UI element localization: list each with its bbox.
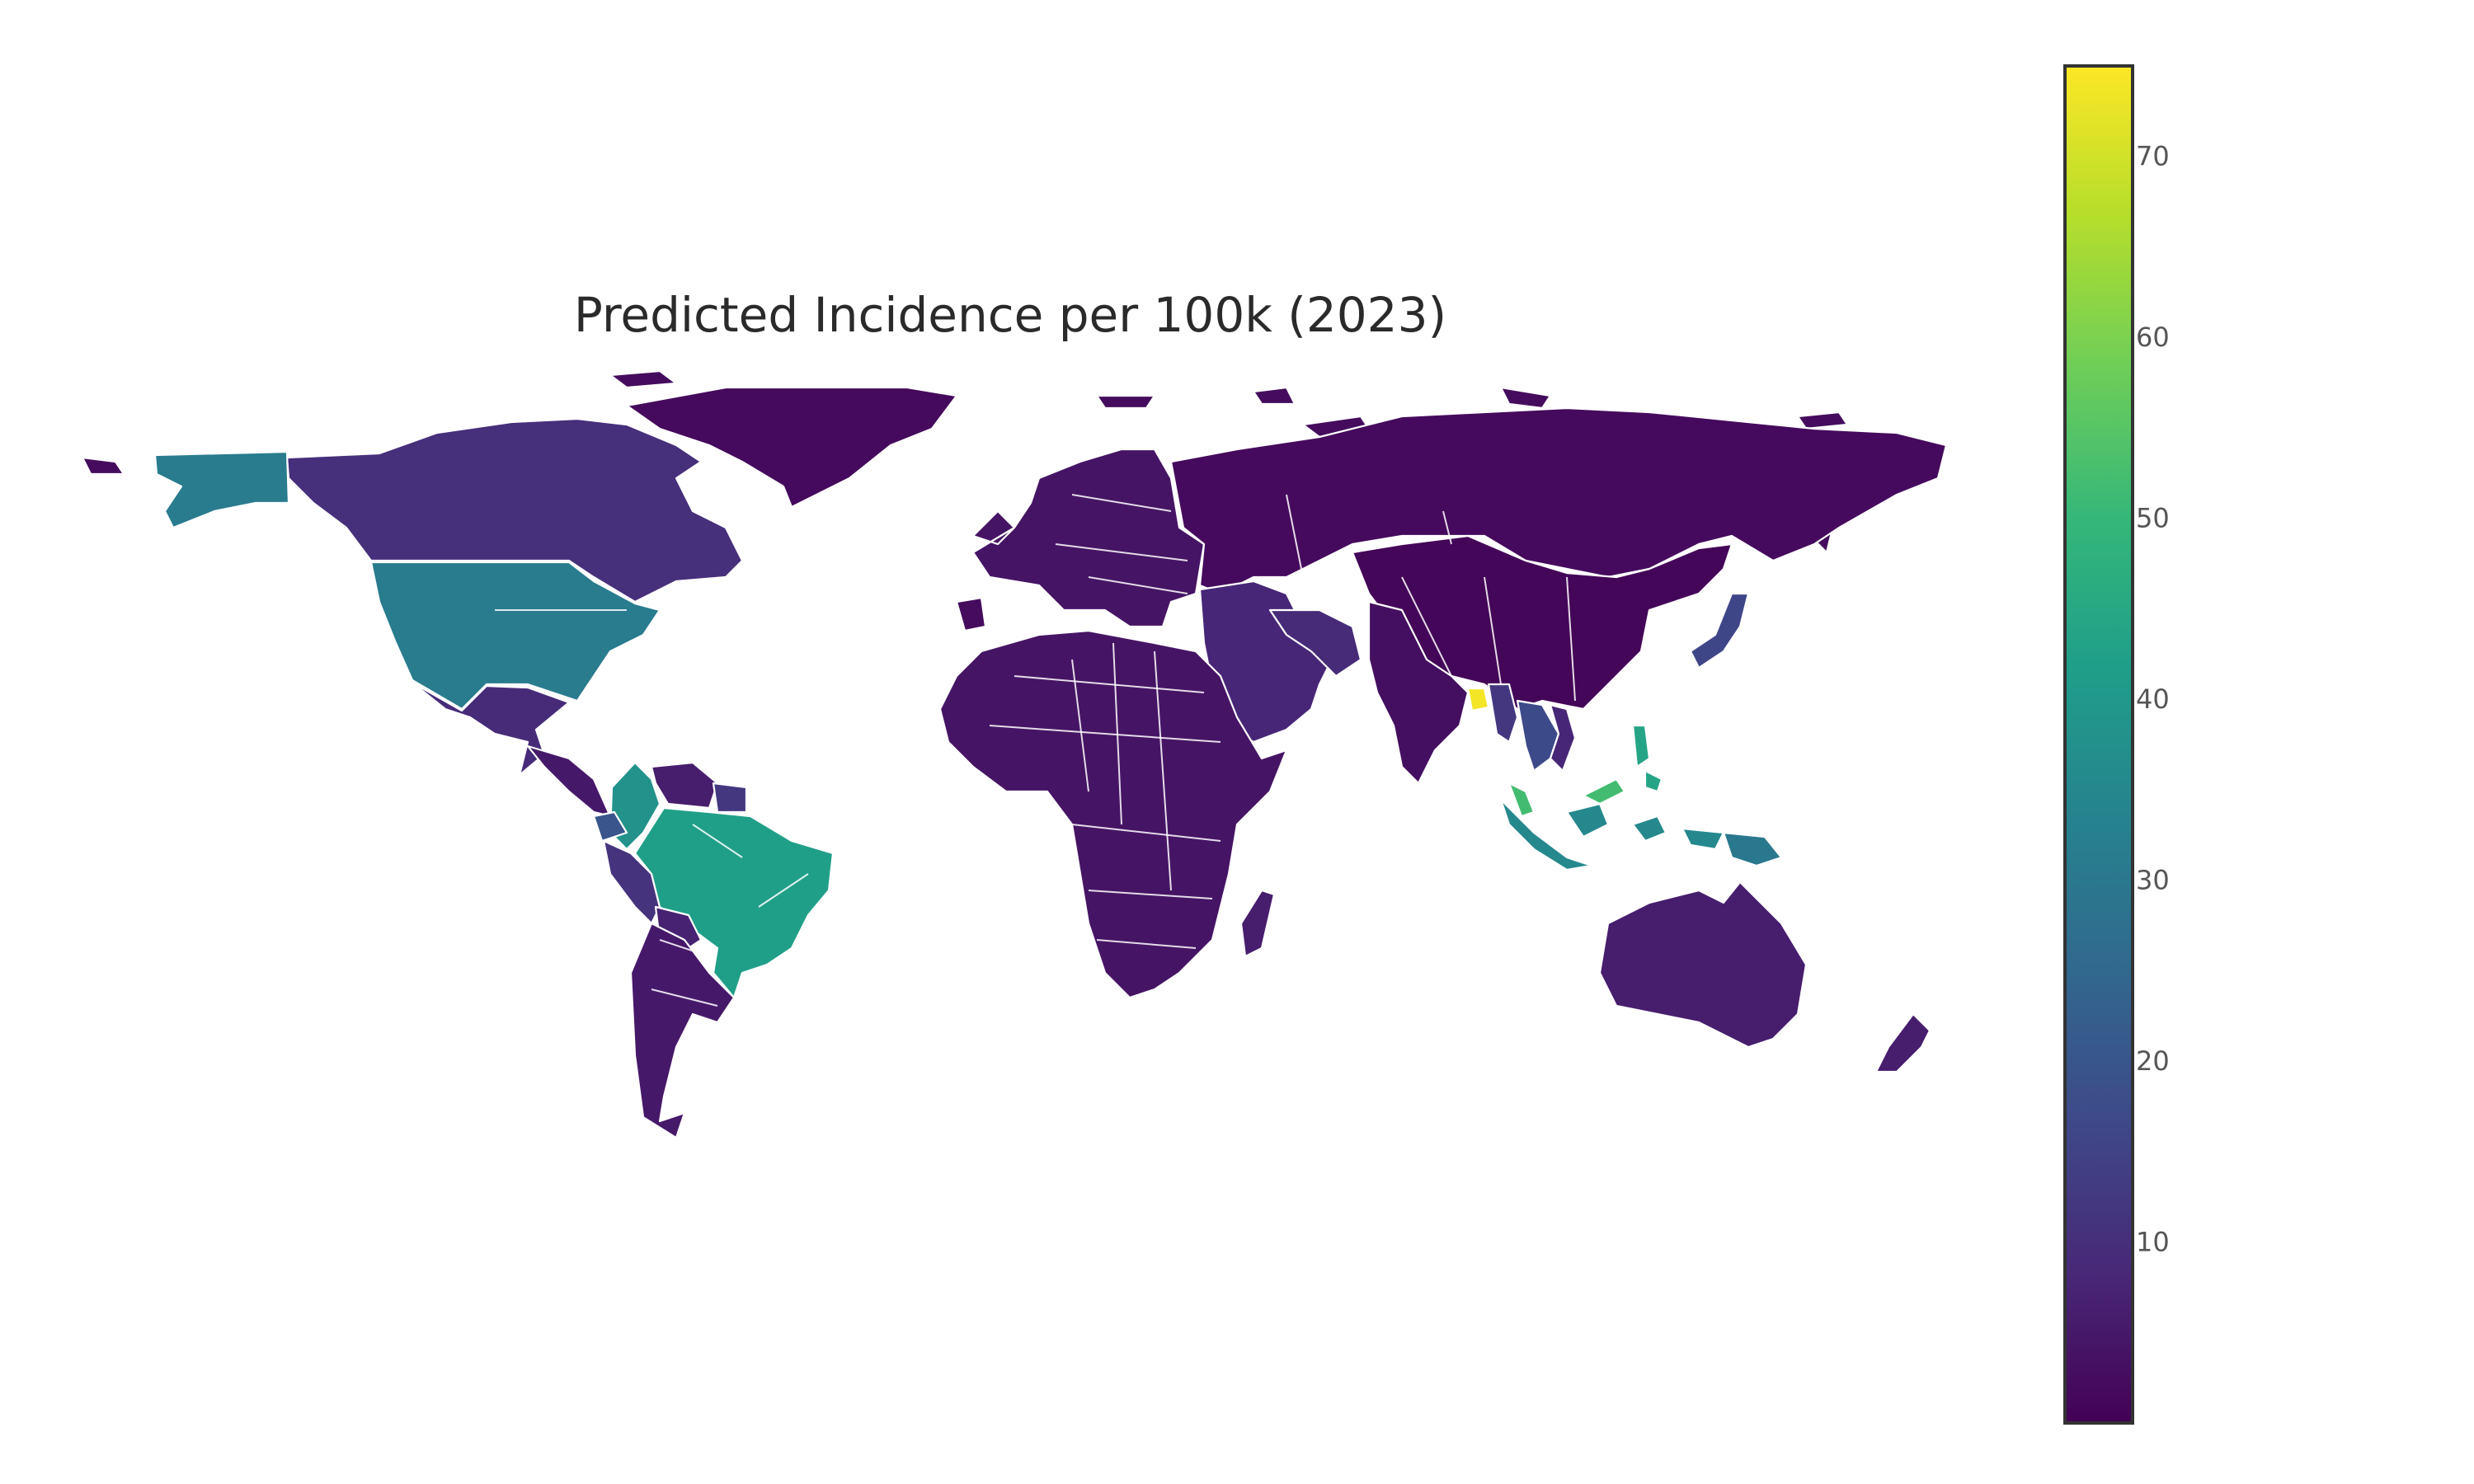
country-border-8 [1071, 494, 1172, 512]
country-border-12 [1484, 576, 1502, 685]
region-bangladesh [1466, 687, 1490, 712]
island-shape-9 [1796, 411, 1849, 430]
country-border-15 [1442, 510, 1452, 545]
region-myanmar [1487, 683, 1519, 744]
colorbar-tick-label: 10 [2136, 1227, 2170, 1258]
region-guianas [712, 782, 748, 814]
colorbar-tick-label: 20 [2136, 1045, 2170, 1077]
region-alaska-united-states [153, 450, 661, 711]
island-shape-8 [1499, 386, 1552, 410]
region-new-zealand [1874, 1012, 1931, 1073]
island-shape-4 [955, 596, 987, 632]
region-ecuador [592, 810, 628, 843]
world-map [81, 369, 1948, 1139]
island-shape-5 [1095, 394, 1156, 410]
country-border-1 [1112, 642, 1122, 825]
country-border-6 [1088, 890, 1213, 899]
land-group [81, 369, 1948, 1139]
colorbar-tick-label: 40 [2136, 683, 2170, 715]
region-venezuela [650, 761, 719, 810]
region-russia [1169, 406, 1948, 595]
island-shape-6 [1252, 386, 1296, 406]
colorbar-ticks: 10 20 30 40 50 60 70 [2136, 141, 2170, 1258]
region-brazil [633, 806, 835, 999]
region-iran [1268, 608, 1362, 678]
region-peru [602, 839, 661, 925]
colorbar-tick-label: 50 [2136, 503, 2170, 534]
region-indonesia [1499, 798, 1725, 871]
region-africa [938, 629, 1288, 999]
country-border-11 [1401, 576, 1452, 677]
chart-title: Predicted Incidence per 100k (2023) [573, 287, 1447, 343]
country-border-16 [659, 939, 710, 957]
region-australia [1598, 881, 1808, 1049]
country-border-7 [1096, 939, 1197, 949]
region-philippines [1631, 724, 1663, 793]
region-india [1367, 600, 1470, 785]
country-border-3 [1014, 675, 1205, 693]
region-malaysia [1507, 777, 1626, 818]
country-border-17 [651, 989, 718, 1007]
region-canada [285, 417, 744, 603]
country-border-10 [1088, 576, 1188, 594]
colorbar-tick-label: 60 [2136, 322, 2170, 353]
island-shape-3 [609, 369, 678, 389]
country-border-14 [1286, 494, 1304, 578]
region-vietnam [1549, 703, 1577, 773]
region-greenland [625, 386, 958, 509]
country-border-5 [1071, 824, 1221, 842]
country-border-2 [1154, 650, 1172, 891]
region-madagascar [1239, 889, 1276, 958]
region-papua-new-guinea [1722, 831, 1783, 867]
country-border-13 [1566, 576, 1576, 702]
country-border-20 [758, 873, 809, 908]
island-shape-0 [81, 456, 125, 476]
region-southern-cone [629, 922, 736, 1139]
colorbar-gradient [2063, 64, 2134, 1425]
country-border-4 [989, 725, 1221, 743]
country-border-9 [1055, 543, 1188, 561]
region-europe [971, 448, 1206, 628]
country-border-18 [692, 824, 743, 858]
region-japan [1689, 592, 1750, 669]
colorbar-tick-label: 30 [2136, 865, 2170, 896]
colorbar-tick-label: 70 [2136, 141, 2170, 172]
